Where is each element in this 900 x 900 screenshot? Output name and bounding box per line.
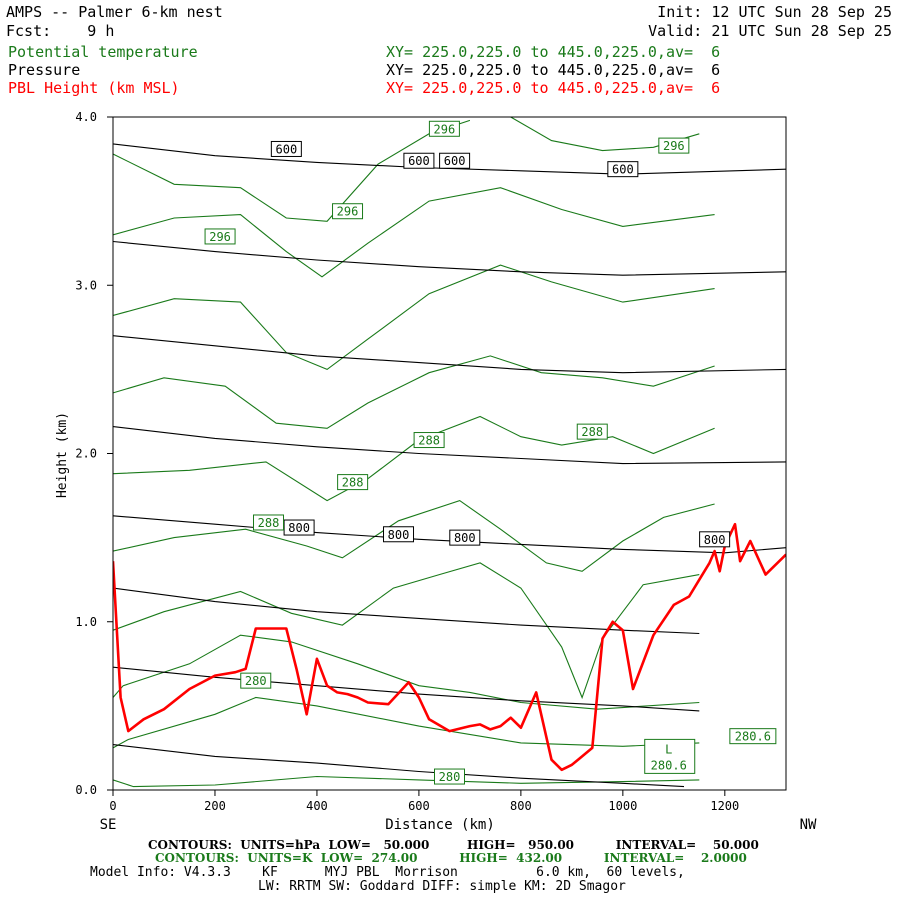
low-label-letter: L (665, 742, 672, 756)
theta-contour-line (113, 696, 700, 749)
init-time: Init: 12 UTC Sun 28 Sep 25 (657, 3, 892, 21)
field-name-pbl: PBL Height (km MSL) (8, 79, 180, 97)
x-tick-label: 600 (408, 799, 430, 813)
theta-label: 288 (258, 516, 280, 530)
x-axis-label: Distance (km) (385, 817, 495, 833)
theta-label: 296 (209, 230, 231, 244)
x-tick-label: 200 (204, 799, 226, 813)
footer-theta-contours: CONTOURS: UNITS=K LOW= 274.00 HIGH= 432.… (155, 851, 747, 865)
pressure-label: 600 (612, 163, 634, 177)
pressure-contour-750 (113, 426, 786, 465)
theta-label: 296 (663, 139, 685, 153)
pressure-contour-950 (113, 744, 685, 788)
pressure-contour-650 (113, 240, 786, 276)
footer-physics-info: LW: RRTM SW: Goddard DIFF: simple KM: 2D… (258, 879, 626, 894)
pressure-label: 800 (454, 531, 476, 545)
field-name-pressure: Pressure (8, 61, 81, 79)
theta-label-box (337, 474, 369, 491)
pressure-label-box (270, 140, 302, 157)
low-label-box (644, 738, 696, 774)
y-axis-label: Height (km) (55, 412, 70, 498)
footer-model-info: Model Info: V4.3.3 KF MYJ PBL Morrison 6… (90, 865, 685, 880)
theta-label: 296 (337, 205, 359, 219)
pressure-label: 800 (388, 528, 410, 542)
theta-label: 280 (439, 770, 461, 784)
pressure-label: 600 (408, 154, 430, 168)
x-end-label-left: SE (100, 817, 117, 833)
theta-contour-line (113, 562, 700, 700)
plot-title: AMPS -- Palmer 6-km nest (6, 3, 223, 21)
footer-pressure-contours: CONTOURS: UNITS=hPa LOW= 50.000 HIGH= 95… (148, 838, 759, 852)
theta-label: 288 (418, 434, 440, 448)
field-xy-theta: XY= 225.0,225.0 to 445.0,225.0,av= 6 (386, 43, 721, 61)
pressure-label: 600 (276, 142, 298, 156)
pressure-contour-700 (113, 335, 786, 374)
x-tick-label: 0 (109, 799, 116, 813)
y-tick-label: 2.0 (75, 447, 97, 461)
x-tick-label: 1200 (710, 799, 739, 813)
y-tick-label: 1.0 (75, 615, 97, 629)
axes: 0 200 400 600 800 1000 1200 0.0 1.0 2.0 3.0 4.0 (75, 110, 739, 813)
theta-label: 280 (245, 674, 267, 688)
theta-contour-line (113, 634, 700, 710)
theta-label: 280.6 (735, 730, 771, 744)
x-end-label-right: NW (800, 817, 817, 833)
y-tick-label: 4.0 (75, 110, 97, 124)
theta-contours (113, 117, 715, 788)
theta-label: 288 (581, 425, 603, 439)
pressure-label-box (403, 152, 435, 169)
x-tick-label: 1000 (608, 799, 637, 813)
valid-time: Valid: 21 UTC Sun 28 Sep 25 (648, 22, 892, 40)
theta-contour-line (113, 264, 715, 371)
x-tick-label: 800 (510, 799, 532, 813)
theta-label: 288 (342, 476, 364, 490)
theta-label-box (240, 672, 272, 689)
field-name-theta: Potential temperature (8, 43, 198, 61)
contour-labels: 600 600 600 600 800 800 800 800 296 296 296 296 288 2… (204, 120, 777, 785)
pressure-label-box (699, 531, 731, 548)
y-tick-label: 0.0 (75, 783, 97, 797)
theta-label: 296 (434, 122, 456, 136)
pbl-height-line (113, 522, 786, 772)
theta-contour-line (113, 187, 715, 278)
pressure-label-box (383, 526, 415, 543)
pressure-label-box (607, 161, 639, 178)
theta-label-box (576, 423, 608, 440)
pressure-contour-900 (113, 666, 700, 712)
theta-contour-line (113, 119, 471, 222)
theta-label-box (428, 120, 460, 137)
theta-label-box (658, 137, 690, 154)
forecast-hour: Fcst: 9 h (6, 22, 115, 40)
pressure-label-box (439, 152, 471, 169)
theta-label-box (434, 768, 465, 785)
pressure-label: 800 (704, 533, 726, 547)
x-tick-label: 400 (306, 799, 328, 813)
theta-label-box (729, 728, 777, 745)
pressure-label-box (283, 519, 315, 536)
theta-label-box (332, 203, 364, 220)
theta-contour-line (113, 775, 700, 788)
theta-label-box (413, 432, 445, 449)
field-xy-pbl: XY= 225.0,225.0 to 445.0,225.0,av= 6 (386, 79, 721, 97)
theta-contour-line (113, 499, 715, 572)
y-tick-label: 3.0 (75, 278, 97, 292)
low-label-value: 280.6 (651, 758, 687, 772)
pressure-label-box (449, 529, 481, 546)
theta-label-box (204, 228, 236, 245)
pressure-label: 600 (444, 154, 466, 168)
theta-contour-line (113, 355, 715, 429)
pressure-label: 800 (288, 521, 310, 535)
pbl-series (113, 522, 786, 772)
field-xy-pressure: XY= 225.0,225.0 to 445.0,225.0,av= 6 (386, 61, 721, 79)
theta-label-box (253, 514, 285, 531)
theta-contour-line (113, 415, 715, 502)
